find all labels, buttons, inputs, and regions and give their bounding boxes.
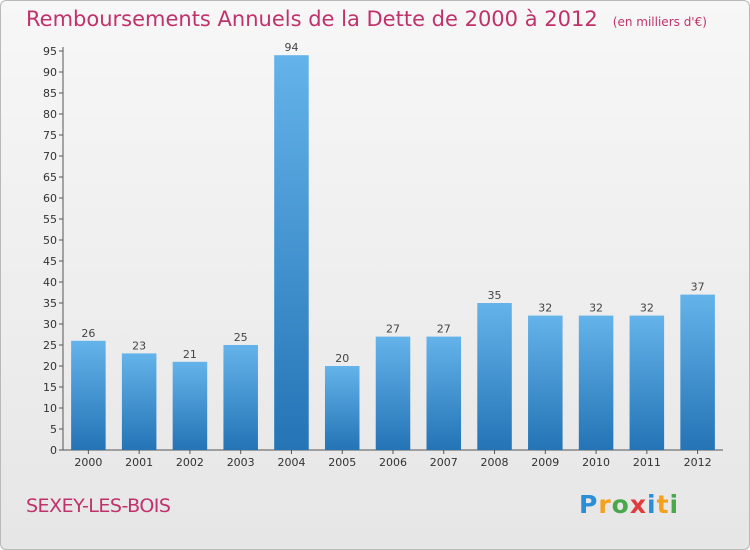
y-tick-label: 0	[50, 444, 57, 457]
logo-letter: o	[611, 490, 630, 519]
commune-name: SEXEY-LES-BOIS	[26, 495, 171, 517]
bar[interactable]	[121, 353, 157, 450]
x-tick-label: 2000	[74, 456, 102, 469]
x-tick-label: 2001	[125, 456, 153, 469]
bar[interactable]	[172, 361, 208, 450]
unit-note: (en milliers d'€)	[612, 15, 707, 29]
y-tick-label: 35	[43, 297, 57, 310]
logo-letter: r	[598, 490, 612, 519]
logo-letter: t	[656, 490, 670, 519]
bar-value-label: 32	[589, 302, 603, 315]
y-tick-label: 65	[43, 171, 57, 184]
x-tick-label: 2003	[227, 456, 255, 469]
bar[interactable]	[375, 336, 411, 450]
y-axis: 0 5 10 15 20 25 30 35 40 45 50 55 60 65 70 75 80 85 90 95	[43, 45, 64, 457]
y-tick-label: 50	[43, 234, 57, 247]
y-tick-label: 45	[43, 255, 57, 268]
proxiti-logo[interactable]: Proxiti	[579, 490, 679, 519]
title-row: Remboursements Annuels de la Dette de 20…	[26, 7, 707, 31]
logo-letter: P	[579, 490, 599, 519]
y-tick-label: 85	[43, 87, 57, 100]
bar[interactable]	[528, 315, 563, 450]
bar-value-label: 32	[538, 302, 552, 315]
bar-value-label: 26	[81, 327, 95, 340]
y-tick-label: 95	[43, 45, 57, 58]
y-tick-label: 30	[43, 318, 57, 331]
bar-value-label: 27	[386, 323, 400, 336]
chart-title: Remboursements Annuels de la Dette de 20…	[26, 7, 598, 31]
x-tick-label: 2004	[277, 456, 305, 469]
x-tick-label: 2011	[633, 456, 661, 469]
x-tick-label: 2010	[582, 456, 610, 469]
bar-value-label: 27	[437, 323, 451, 336]
bar[interactable]	[324, 366, 360, 450]
y-tick-label: 15	[43, 381, 57, 394]
bar-value-label: 37	[691, 281, 705, 294]
x-tick-label: 2006	[379, 456, 407, 469]
y-tick-label: 40	[43, 276, 57, 289]
x-tick-label: 2009	[531, 456, 559, 469]
y-tick-label: 70	[43, 150, 57, 163]
logo-letter: i	[669, 490, 680, 519]
bar[interactable]	[629, 315, 665, 450]
x-tick-label: 2007	[430, 456, 458, 469]
bar-value-label: 25	[234, 331, 248, 344]
y-tick-label: 10	[43, 402, 57, 415]
bar-value-label: 32	[640, 302, 654, 315]
bars	[71, 55, 715, 450]
x-tick-label: 2008	[481, 456, 509, 469]
x-tick-label: 2012	[684, 456, 712, 469]
y-tick-label: 80	[43, 108, 57, 121]
y-tick-label: 25	[43, 339, 57, 352]
bar[interactable]	[680, 294, 715, 450]
logo-letter: x	[629, 490, 647, 519]
bar-value-label: 94	[284, 41, 298, 54]
logo-letter: i	[647, 490, 657, 519]
bar[interactable]	[578, 315, 614, 450]
bar[interactable]	[274, 55, 309, 450]
y-tick-label: 90	[43, 66, 57, 79]
x-axis: 2000 2001 2002 2003 2004 2005 2006 2007 2008 2009…	[63, 449, 723, 469]
y-tick-label: 60	[43, 192, 57, 205]
bar[interactable]	[477, 303, 512, 450]
x-tick-label: 2005	[328, 456, 356, 469]
bar[interactable]	[71, 340, 106, 450]
bar-value-label: 23	[132, 339, 146, 352]
bar[interactable]	[223, 345, 258, 450]
data-labels: 26 23 21 25 94 20 27 27 35 32 32 32 37	[81, 41, 704, 365]
x-tick-label: 2002	[176, 456, 204, 469]
bar-value-label: 35	[488, 289, 502, 302]
y-tick-label: 55	[43, 213, 57, 226]
bar[interactable]	[426, 336, 462, 450]
bar-value-label: 21	[183, 348, 197, 361]
y-tick-label: 75	[43, 129, 57, 142]
y-tick-label: 20	[43, 360, 57, 373]
bar-value-label: 20	[335, 352, 349, 365]
y-tick-label: 5	[50, 423, 57, 436]
